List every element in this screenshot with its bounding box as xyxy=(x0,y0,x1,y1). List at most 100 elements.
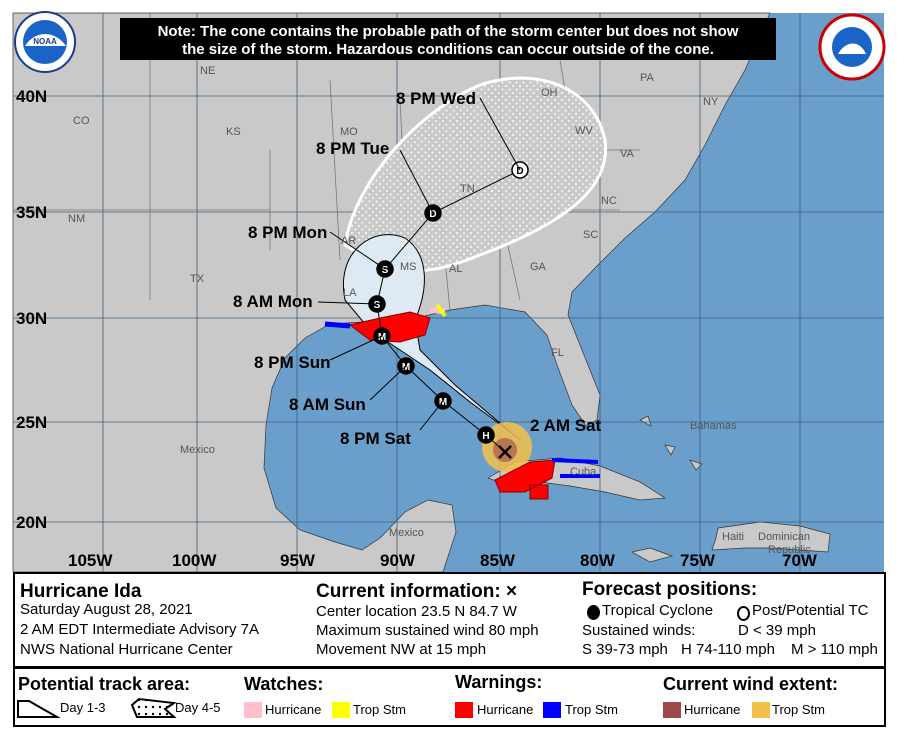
issuing-center: NWS National Hurricane Center xyxy=(20,641,233,658)
place-label: WV xyxy=(575,125,593,137)
place-label: PA xyxy=(640,72,655,84)
note-line-1: Note: The cone contains the probable pat… xyxy=(158,23,739,40)
place-label: Mexico xyxy=(180,444,215,456)
day-1-3-cone-icon xyxy=(17,700,61,718)
track-points: H M M MS S D D xyxy=(368,161,529,444)
center-location: Center location 23.5 N 84.7 W xyxy=(316,603,517,620)
grid-labels: 40N 35N 30N 25N 20N 105W 100W 95W 90W 85… xyxy=(16,87,818,570)
ts-watch-label: Trop Stm xyxy=(353,702,406,717)
post-tc-circle-icon xyxy=(737,606,750,621)
lat-label: 25N xyxy=(16,413,47,432)
post-tc-label: Post/Potential TC xyxy=(752,602,869,619)
note-line-2: the size of the storm. Hazardous conditi… xyxy=(182,41,714,58)
hurricane-watch-label: Hurricane xyxy=(265,702,322,717)
place-label: Dominican xyxy=(758,531,810,543)
map-legend: Potential track area: Day 1-3 Day 4-5 Wa… xyxy=(13,667,886,727)
lon-label: 85W xyxy=(480,551,516,570)
advisory-number: 2 AM EDT Intermediate Advisory 7A xyxy=(20,621,259,638)
track-point-symbol: H xyxy=(482,431,489,442)
current-position-x-icon xyxy=(498,445,512,459)
place-label: TX xyxy=(190,273,205,285)
movement: Movement NW at 15 mph xyxy=(316,641,487,658)
track-point-symbol: M xyxy=(378,332,386,343)
day-4-5-cone-icon xyxy=(130,697,177,718)
advisory-date: Saturday August 28, 2021 xyxy=(20,601,193,618)
s-definition: S 39-73 mph xyxy=(582,641,668,658)
bahamas-land xyxy=(639,415,703,471)
lon-label: 75W xyxy=(680,551,716,570)
place-label: Republic xyxy=(768,544,811,556)
sustained-winds-label: Sustained winds: xyxy=(582,622,696,639)
warnings-title: Warnings: xyxy=(455,672,543,692)
cone-day-4-5 xyxy=(343,76,608,273)
track-labels: 2 AM Sat 8 PM Sat 8 AM Sun 8 PM Sun 8 AM… xyxy=(233,89,602,448)
place-label: OH xyxy=(541,87,558,99)
lon-label: 80W xyxy=(580,551,616,570)
place-label: AL xyxy=(449,263,462,275)
place-label: NM xyxy=(68,213,85,225)
label-leaders xyxy=(317,97,521,431)
lon-label: 100W xyxy=(172,551,217,570)
lat-label: 30N xyxy=(16,309,47,328)
track-point-symbol: D xyxy=(429,209,436,220)
note-box xyxy=(120,18,776,60)
lat-label: 35N xyxy=(16,203,47,222)
place-label: Haiti xyxy=(722,531,744,543)
max-wind: Maximum sustained wind 80 mph xyxy=(316,622,539,639)
hurricane-wind-extent xyxy=(493,438,517,462)
track-point-symbol: S xyxy=(374,300,381,311)
hurricane-watch-swatch xyxy=(244,702,262,718)
nws-logo xyxy=(818,13,886,81)
place-label: AR xyxy=(341,235,356,247)
ts-watch xyxy=(435,303,447,318)
ts-wind-swatch xyxy=(752,702,770,718)
day-1-3-label: Day 1-3 xyxy=(60,700,106,715)
track-label: 8 AM Mon xyxy=(233,292,313,311)
place-label: NE xyxy=(200,65,215,77)
place-label: NC xyxy=(601,195,617,207)
place-label: SC xyxy=(583,229,598,241)
lat-label: 20N xyxy=(16,513,47,532)
track-point-marker xyxy=(477,426,495,444)
hurricane-warning-swatch xyxy=(455,702,473,718)
track-point-symbol: D xyxy=(516,166,523,177)
place-label: MO xyxy=(340,126,358,138)
ts-warning-swatch xyxy=(543,702,561,718)
hurricane-warning-label: Hurricane xyxy=(477,702,534,717)
m-definition: M > 110 mph xyxy=(791,641,878,658)
tropical-cyclone-dot-icon xyxy=(587,605,600,620)
lon-label: 90W xyxy=(380,551,416,570)
ts-warning-label: Trop Stm xyxy=(565,702,618,717)
place-label: KS xyxy=(226,126,241,138)
noaa-text: NOAA xyxy=(33,37,57,46)
jamaica-land xyxy=(631,547,674,563)
ts-wind-label: Trop Stm xyxy=(772,702,825,717)
forecast-map: H M M MS S D D 2 AM Sat 8 PM Sat 8 AM Sun 8 PM… xyxy=(12,11,886,572)
warnings xyxy=(324,303,600,500)
track-label: 8 AM Sun xyxy=(289,395,366,414)
place-label: LA xyxy=(343,287,357,299)
hurricane-wind-swatch xyxy=(663,702,681,718)
lon-label: 95W xyxy=(280,551,316,570)
place-label: Cuba xyxy=(570,466,597,478)
noaa-logo: NOAA xyxy=(14,11,76,73)
current-info-title: Current information: × xyxy=(316,581,518,602)
d-definition: D < 39 mph xyxy=(738,622,816,639)
track-label: 8 PM Sat xyxy=(340,429,411,448)
track-label: 8 PM Tue xyxy=(316,139,389,158)
hurricane-warning-cuba xyxy=(494,459,556,500)
track-label: 8 PM Mon xyxy=(248,223,327,242)
day-4-5-label: Day 4-5 xyxy=(175,700,221,715)
lat-label: 40N xyxy=(16,87,47,106)
track-area-title: Potential track area: xyxy=(18,674,191,694)
place-label: TN xyxy=(460,183,475,195)
ts-warning-louisiana xyxy=(324,321,351,329)
place-label: NY xyxy=(703,96,719,108)
place-label: VA xyxy=(620,148,635,160)
place-label: MS xyxy=(400,261,417,273)
h-definition: H 74-110 mph xyxy=(681,641,775,658)
hurricane-wind-label: Hurricane xyxy=(684,702,741,717)
storm-name: Hurricane Ida xyxy=(20,581,142,602)
track-point-symbol: M xyxy=(402,362,410,373)
